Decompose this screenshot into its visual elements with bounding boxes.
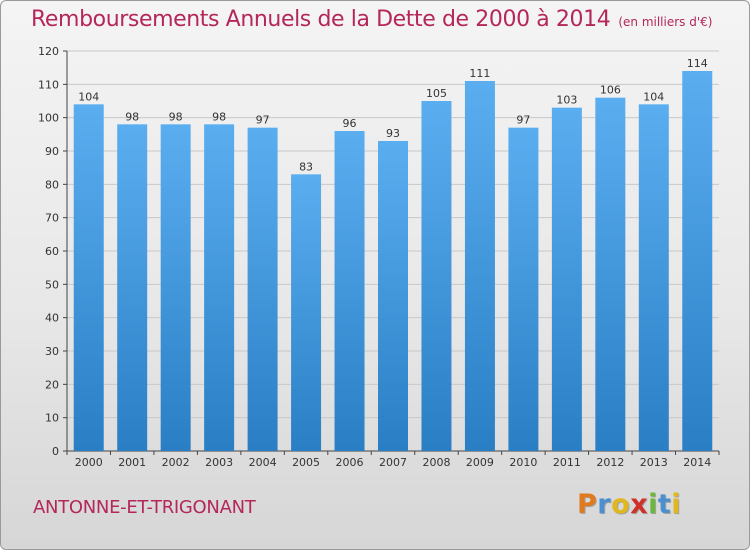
bar-2011 — [551, 107, 582, 452]
y-tick-label: 50 — [45, 278, 59, 291]
data-label-2000: 104 — [78, 90, 99, 103]
logo-letter: P — [577, 489, 598, 520]
y-tick-label: 80 — [45, 178, 59, 191]
x-tick-label-2012: 2012 — [596, 456, 624, 469]
x-tick-label-2002: 2002 — [162, 456, 190, 469]
data-label-2003: 98 — [212, 110, 226, 123]
x-tick-label-2014: 2014 — [683, 456, 711, 469]
axes: 0 10 20 30 40 50 60 70 80 90 100 110 120 — [38, 45, 720, 458]
data-label-2010: 97 — [516, 114, 530, 127]
logo-letter: o — [611, 489, 631, 520]
bars — [73, 71, 713, 452]
bar-2007 — [378, 141, 408, 451]
logo-letter: i — [671, 489, 682, 520]
data-label-2001: 98 — [125, 110, 139, 123]
x-tick-label-2000: 2000 — [75, 456, 103, 469]
x-tick-label-2010: 2010 — [509, 456, 537, 469]
x-tick-label-2013: 2013 — [640, 456, 668, 469]
chart-subtitle: (en milliers d'€) — [618, 15, 713, 29]
logo-letter: t — [657, 489, 672, 520]
bar-2002 — [160, 124, 191, 451]
bar-2012 — [595, 97, 626, 452]
data-label-2012: 106 — [600, 84, 621, 97]
x-tick-label-2001: 2001 — [118, 456, 146, 469]
bar-2005 — [291, 174, 322, 452]
y-tick-label: 60 — [45, 245, 59, 258]
bar-2006 — [334, 131, 365, 451]
y-tick-label: 40 — [45, 312, 59, 325]
data-label-2007: 93 — [386, 127, 400, 140]
x-tick-label-2003: 2003 — [205, 456, 233, 469]
x-tick-label-2004: 2004 — [249, 456, 277, 469]
logo-letter: i — [648, 489, 658, 520]
bar-2008 — [421, 101, 452, 451]
x-tick-label-2011: 2011 — [553, 456, 581, 469]
y-tick-label: 20 — [45, 378, 59, 391]
y-tick-label: 110 — [38, 78, 59, 91]
bar-2001 — [117, 124, 148, 451]
data-label-2005: 83 — [299, 160, 313, 173]
logo-letter: r — [597, 489, 612, 520]
x-tick-label-2006: 2006 — [336, 456, 364, 469]
data-label-2013: 104 — [643, 90, 664, 103]
data-label-2014: 114 — [687, 57, 708, 70]
x-tick-label-2007: 2007 — [379, 456, 407, 469]
data-label-2008: 105 — [426, 87, 447, 100]
bar-2009 — [464, 81, 495, 451]
y-tick-label: 70 — [45, 212, 59, 225]
y-tick-label: 120 — [38, 45, 59, 58]
data-label-2006: 96 — [343, 117, 357, 130]
logo-letter: x — [630, 489, 649, 520]
y-tick-label: 100 — [38, 112, 59, 125]
data-label-2002: 98 — [169, 110, 183, 123]
y-tick-label: 0 — [52, 445, 59, 458]
bar-2003 — [204, 124, 235, 451]
bar-2004 — [247, 127, 278, 452]
title-text: Remboursements Annuels de la Dette de 20… — [31, 7, 611, 32]
y-tick-label: 30 — [45, 345, 59, 358]
x-tick-label-2008: 2008 — [422, 456, 450, 469]
bar-2013 — [638, 104, 669, 451]
x-tick-label-2009: 2009 — [466, 456, 494, 469]
data-label-2009: 111 — [469, 67, 490, 80]
y-tick-label: 10 — [45, 412, 59, 425]
x-tick-label-2005: 2005 — [292, 456, 320, 469]
y-tick-label: 90 — [45, 145, 59, 158]
data-label-2011: 103 — [556, 94, 577, 107]
proxiti-logo[interactable]: Proxiti — [577, 489, 681, 520]
bar-2010 — [508, 127, 539, 452]
data-labels: 104 2000 98 2001 98 2002 98 2003 97 2004 83 2005 96 2… — [75, 57, 712, 469]
chart-title: Remboursements Annuels de la Dette de 20… — [31, 7, 712, 32]
data-label-2004: 97 — [256, 114, 270, 127]
bar-2000 — [73, 104, 104, 451]
bar-2014 — [682, 71, 713, 451]
commune-name: ANTONNE-ET-TRIGONANT — [33, 497, 256, 518]
